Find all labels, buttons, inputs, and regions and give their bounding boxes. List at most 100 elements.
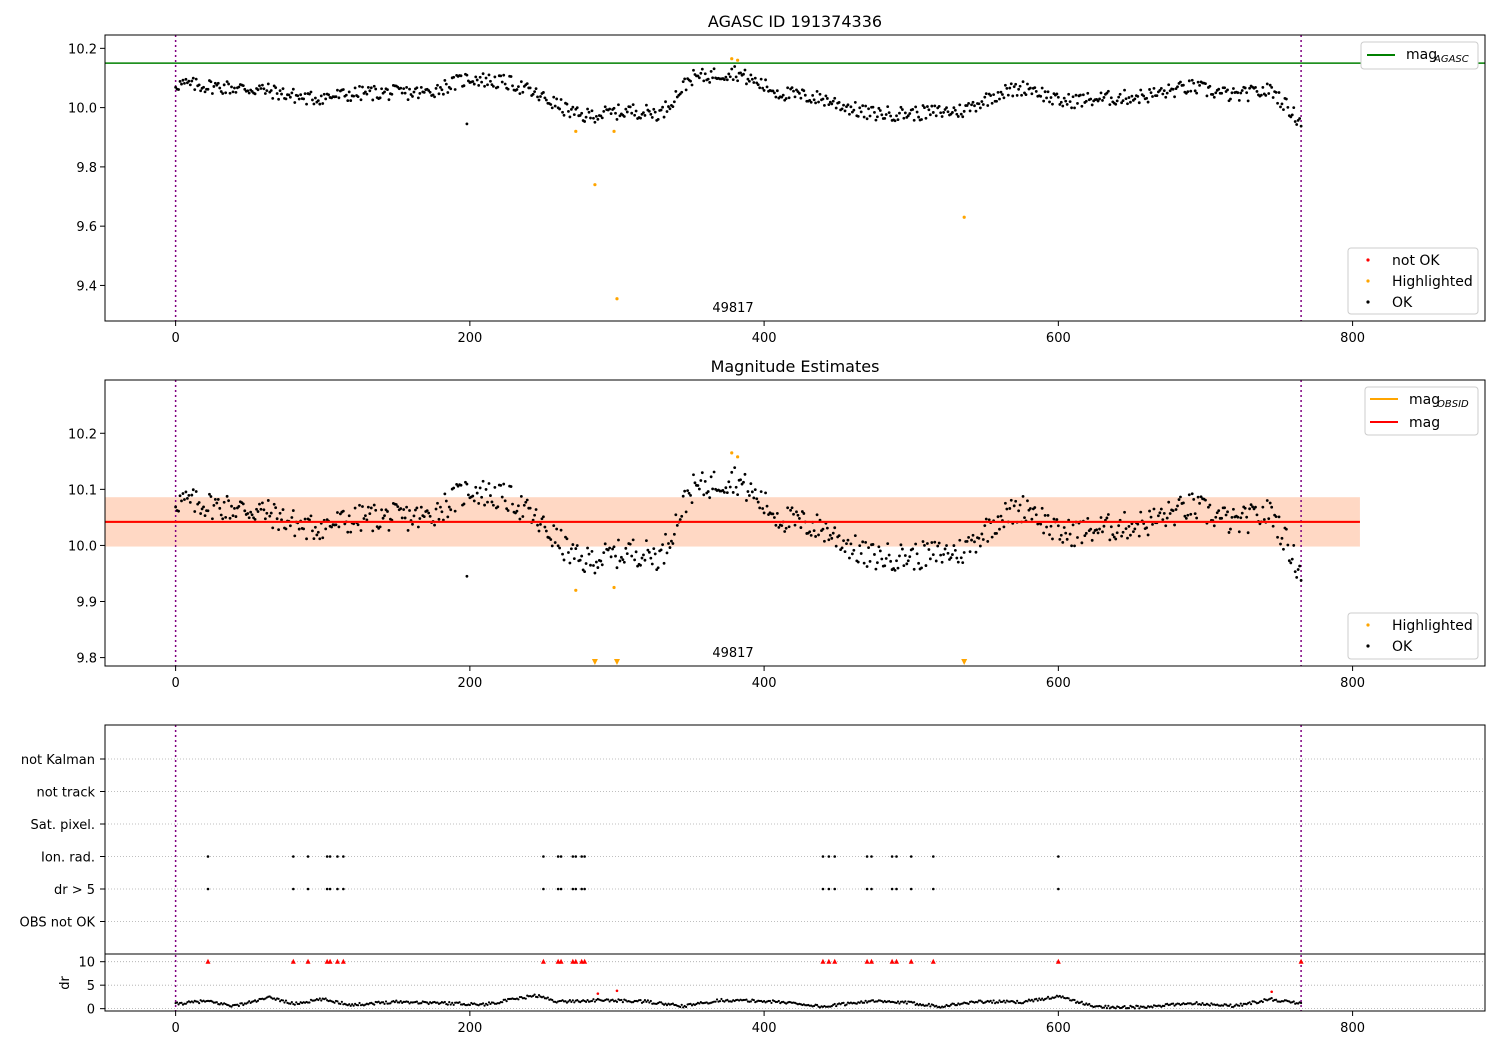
ok-point (427, 511, 431, 515)
dr-point (246, 1001, 249, 1004)
dr-point (420, 1002, 423, 1005)
ok-point (739, 71, 742, 75)
y-tick-label: 10.2 (68, 427, 97, 442)
ok-point (848, 112, 851, 116)
ok-point (1298, 117, 1302, 120)
ok-point (1237, 99, 1241, 102)
ok-point (712, 67, 716, 71)
ok-point (222, 500, 226, 504)
dr-point (815, 1003, 819, 1007)
dr-point (278, 1000, 282, 1003)
dr-clipped-marker (290, 958, 296, 964)
dr-point (1039, 998, 1042, 1002)
ok-point (930, 104, 934, 108)
ok-point (823, 539, 826, 543)
ok-point (1165, 516, 1169, 520)
dr-point (505, 1000, 508, 1003)
ok-point (313, 525, 317, 529)
ok-point (465, 73, 469, 77)
dr-point (996, 1001, 1000, 1004)
ok-point (880, 113, 884, 117)
ok-point (1033, 86, 1037, 89)
ok-point (1079, 93, 1082, 97)
dr-point (745, 998, 748, 1001)
dr-point (1299, 1001, 1303, 1005)
legend-label: OK (1392, 295, 1413, 311)
ok-point (440, 510, 444, 514)
dr-point (949, 1003, 953, 1006)
ok-point (188, 83, 192, 87)
legend-box (1347, 612, 1479, 660)
dr-point (1199, 1003, 1203, 1006)
ok-point (1276, 535, 1279, 539)
ok-point (309, 90, 313, 94)
x-tick-label: 600 (1046, 1021, 1071, 1036)
flag-label: not Kalman (21, 753, 95, 768)
ok-point (1179, 495, 1182, 499)
y-tick-label: 10.0 (68, 102, 97, 117)
ok-point (400, 91, 404, 95)
ok-point (1018, 503, 1022, 507)
dr-point (839, 1003, 842, 1006)
ok-point (571, 543, 575, 546)
ok-point (883, 116, 887, 120)
ok-point (502, 482, 506, 486)
ok-point (1130, 94, 1134, 98)
ok-point (487, 482, 491, 485)
ok-point (858, 544, 862, 548)
ok-point (437, 92, 441, 96)
ok-point (752, 81, 756, 84)
x-tick-label: 200 (457, 1021, 482, 1036)
ok-point (943, 547, 947, 551)
ok-point (1274, 515, 1278, 519)
ok-point (693, 481, 697, 485)
ok-point (188, 501, 192, 504)
dr-point (1107, 1004, 1110, 1007)
panel1-title: AGASC ID 191374336 (708, 12, 882, 31)
ok-point (1086, 516, 1090, 520)
ok-point (269, 511, 273, 515)
dr-point (665, 1004, 669, 1007)
ok-point (1284, 97, 1288, 101)
ok-point (321, 102, 325, 105)
ok-point (337, 525, 341, 529)
ok-point (1056, 524, 1060, 528)
ok-point (400, 516, 404, 520)
ok-point (528, 86, 532, 90)
ok-point (181, 78, 185, 82)
ok-point (452, 486, 456, 490)
ok-point (998, 97, 1001, 101)
highlighted-point (615, 297, 619, 301)
ok-point (661, 543, 664, 547)
ok-point (542, 515, 545, 519)
ok-point (272, 502, 276, 506)
ok-point (867, 107, 870, 111)
legend-subscript: OBSID (1437, 399, 1469, 410)
ok-point (700, 67, 704, 71)
dr-point (1038, 997, 1041, 1000)
dr-point (458, 1001, 461, 1004)
ok-point (1208, 84, 1212, 88)
ok-point (596, 117, 600, 121)
ok-point (1195, 516, 1199, 520)
dr-point (830, 1005, 833, 1008)
dr-point (833, 1002, 836, 1006)
ok-point (690, 501, 694, 505)
ok-point (390, 518, 394, 522)
ok-point (543, 525, 547, 529)
ok-point (833, 526, 837, 530)
ok-point (1056, 95, 1060, 99)
ok-point (1020, 93, 1023, 97)
legend-label: mag (1406, 47, 1437, 63)
ok-point (1258, 522, 1262, 526)
ok-point (308, 92, 311, 96)
ok-point (533, 90, 536, 94)
ok-point (625, 110, 629, 114)
ok-point (353, 506, 357, 510)
dr-point (281, 999, 285, 1002)
dr-point (614, 999, 617, 1002)
ok-point (905, 562, 909, 566)
ok-point (1293, 120, 1297, 123)
ok-point (1002, 525, 1006, 529)
ok-point (650, 116, 654, 119)
